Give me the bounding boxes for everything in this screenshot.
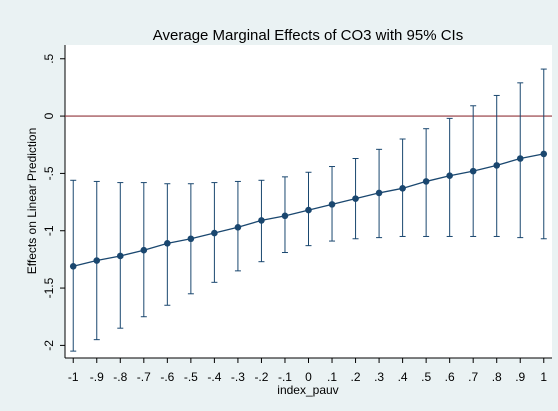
- point: [93, 257, 101, 264]
- x-tick-label: -.4: [207, 370, 221, 384]
- x-axis-label: index_pauv: [277, 383, 338, 397]
- point: [352, 195, 359, 202]
- x-tick-label: -.1: [278, 370, 292, 384]
- point: [540, 150, 548, 158]
- x-tick-label: .3: [374, 370, 384, 384]
- x-tick-label: -.8: [113, 370, 127, 384]
- x-tick-label: -.7: [137, 370, 151, 384]
- point: [469, 167, 477, 175]
- x-tick-label: .7: [468, 370, 478, 384]
- point: [187, 235, 195, 243]
- x-tick-label: .8: [492, 370, 502, 384]
- x-tick-label: -.6: [160, 370, 174, 384]
- point: [516, 155, 524, 162]
- point: [281, 212, 289, 220]
- point: [375, 189, 383, 197]
- point: [69, 262, 77, 270]
- point: [328, 201, 336, 208]
- x-tick-label: -.2: [254, 370, 268, 384]
- x-tick-label: .9: [515, 370, 525, 384]
- x-tick-label: -1: [68, 370, 79, 384]
- point: [399, 185, 406, 192]
- x-tick-label: .6: [445, 370, 455, 384]
- x-tick-label: 0: [305, 370, 312, 384]
- y-tick-label: -1: [42, 225, 56, 236]
- x-tick-label: .1: [327, 370, 337, 384]
- point: [140, 246, 148, 254]
- point: [422, 178, 430, 185]
- x-tick-label: -.9: [90, 370, 104, 384]
- y-axis-label: Effects on Linear Prediction: [25, 128, 39, 275]
- y-tick-label: .5: [42, 53, 56, 63]
- point: [446, 172, 453, 180]
- point: [211, 229, 218, 237]
- x-tick-label: -.5: [184, 370, 198, 384]
- chart-title: Average Marginal Effects of CO3 with 95%…: [153, 27, 463, 44]
- y-tick-label: -2: [42, 340, 56, 351]
- point: [258, 217, 265, 224]
- x-tick-label: .5: [421, 370, 431, 384]
- point: [493, 162, 501, 169]
- x-tick-label: 1: [540, 370, 547, 384]
- x-tick-label: .2: [351, 370, 361, 384]
- point: [116, 252, 124, 260]
- y-tick-label: 0: [42, 112, 56, 119]
- point: [305, 206, 312, 214]
- x-tick-label: -.3: [231, 370, 245, 384]
- point: [234, 223, 242, 231]
- point: [164, 240, 171, 247]
- y-tick-label: -.5: [42, 166, 56, 180]
- y-tick-label: -1.5: [42, 277, 56, 298]
- x-tick-label: .4: [398, 370, 408, 384]
